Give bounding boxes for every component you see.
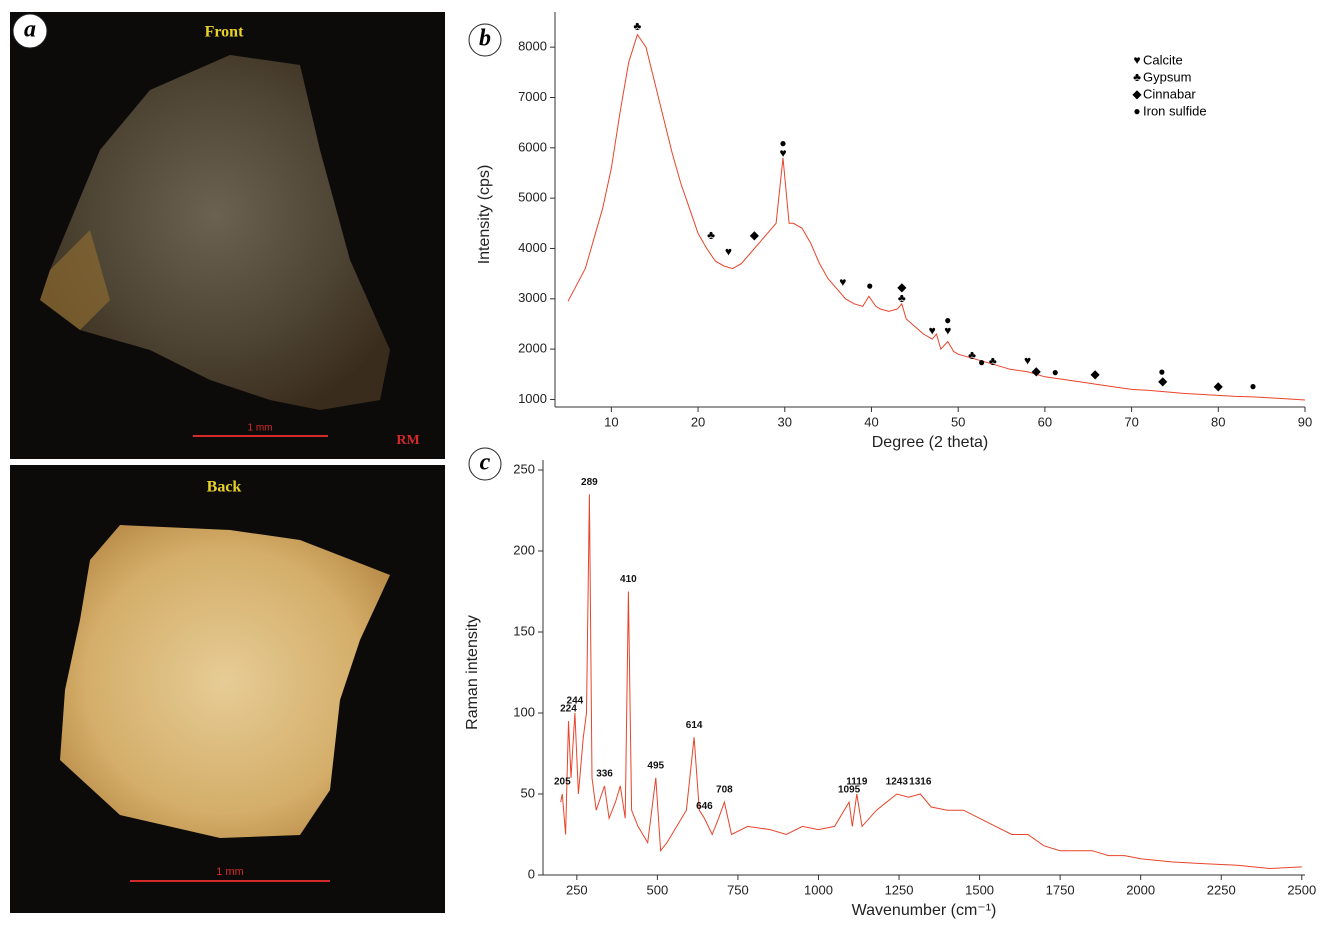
peak-label: 205: [554, 777, 571, 788]
peak-label: 1119: [846, 777, 868, 788]
peak-label: 244: [567, 696, 584, 707]
x-tick-label: 250: [566, 882, 588, 897]
legend-label: Iron sulfide: [1143, 103, 1207, 118]
peak-label: 289: [581, 477, 598, 488]
x-tick-label: 1500: [965, 882, 994, 897]
legend-label: Cinnabar: [1143, 86, 1196, 101]
phase-marker: ♣: [968, 348, 976, 362]
x-axis-title: Degree (2 theta): [872, 434, 989, 451]
phase-marker: ●: [1249, 379, 1256, 393]
panel-label: b: [479, 26, 491, 52]
x-tick-label: 2000: [1126, 882, 1155, 897]
phase-marker: ◆: [1214, 379, 1224, 393]
phase-marker: ◆: [1091, 367, 1101, 381]
x-tick-label: 30: [778, 414, 792, 429]
x-tick-label: 1000: [804, 882, 833, 897]
y-tick-label: 8000: [518, 39, 547, 54]
peak-label: 495: [647, 760, 664, 771]
phase-marker: ●: [866, 278, 873, 292]
y-tick-label: 250: [513, 461, 535, 476]
phase-marker: ♥: [944, 324, 951, 338]
x-tick-label: 80: [1211, 414, 1225, 429]
phase-marker: ♣: [989, 354, 997, 368]
phase-marker: ◆: [1158, 374, 1168, 388]
photo-caption: Back: [207, 479, 242, 496]
x-tick-label: 500: [647, 882, 669, 897]
x-tick-label: 2250: [1207, 882, 1236, 897]
phase-marker: ♥: [1024, 353, 1031, 367]
legend-symbol: ●: [1133, 104, 1140, 118]
x-tick-label: 60: [1038, 414, 1052, 429]
phase-marker: ♥: [779, 146, 786, 160]
y-tick-label: 200: [513, 542, 535, 557]
figure: a Front 1 mm RM Back 1 mm b1000200030004…: [0, 0, 1320, 928]
legend-symbol: ♥: [1133, 53, 1140, 67]
x-tick-label: 50: [951, 414, 965, 429]
legend-symbol: ◆: [1132, 87, 1142, 101]
x-tick-label: 2500: [1287, 882, 1316, 897]
y-tick-label: 6000: [518, 139, 547, 154]
y-tick-label: 0: [528, 866, 535, 881]
x-tick-label: 10: [604, 414, 618, 429]
phase-marker: ♥: [839, 275, 846, 289]
legend-label: Calcite: [1143, 52, 1183, 67]
x-tick-label: 20: [691, 414, 705, 429]
phase-marker: ◆: [750, 228, 760, 242]
y-tick-label: 1000: [518, 391, 547, 406]
x-tick-label: 1250: [885, 882, 914, 897]
phase-marker: ♣: [707, 228, 715, 242]
photo-tag: RM: [396, 433, 419, 448]
peak-label: 1316: [909, 777, 932, 788]
phase-marker: ●: [1052, 365, 1059, 379]
x-axis-title: Wavenumber (cm⁻¹): [852, 902, 997, 919]
phase-marker: ●: [978, 355, 985, 369]
y-axis-title: Raman intensity: [464, 615, 481, 730]
peak-label: 410: [620, 574, 637, 585]
x-tick-label: 1750: [1046, 882, 1075, 897]
phase-marker: ♣: [633, 19, 641, 33]
phase-marker: ♣: [898, 291, 906, 305]
phase-marker: ♥: [929, 324, 936, 338]
phase-marker: ◆: [1032, 364, 1042, 378]
x-tick-label: 70: [1124, 414, 1138, 429]
panel-label: c: [480, 450, 491, 476]
peak-label: 646: [696, 801, 713, 812]
y-tick-label: 4000: [518, 240, 547, 255]
y-axis-title: Intensity (cps): [476, 165, 493, 265]
y-tick-label: 3000: [518, 290, 547, 305]
scale-label: 1 mm: [216, 866, 244, 878]
legend-label: Gypsum: [1143, 69, 1191, 84]
x-tick-label: 40: [864, 414, 878, 429]
x-tick-label: 90: [1298, 414, 1312, 429]
panel-label: a: [24, 17, 36, 43]
y-tick-label: 5000: [518, 190, 547, 205]
spectrum-line: [561, 494, 1302, 868]
x-tick-label: 750: [727, 882, 749, 897]
y-tick-label: 7000: [518, 89, 547, 104]
phase-marker: ♥: [725, 245, 732, 259]
y-tick-label: 2000: [518, 341, 547, 356]
peak-label: 708: [716, 785, 733, 796]
peak-label: 1243: [886, 777, 909, 788]
photo-caption: Front: [205, 24, 244, 41]
peak-label: 336: [596, 769, 613, 780]
legend-symbol: ♣: [1133, 70, 1141, 84]
y-tick-label: 100: [513, 704, 535, 719]
y-tick-label: 150: [513, 623, 535, 638]
y-tick-label: 50: [521, 785, 535, 800]
scale-label: 1 mm: [248, 423, 273, 434]
peak-label: 614: [686, 720, 703, 731]
